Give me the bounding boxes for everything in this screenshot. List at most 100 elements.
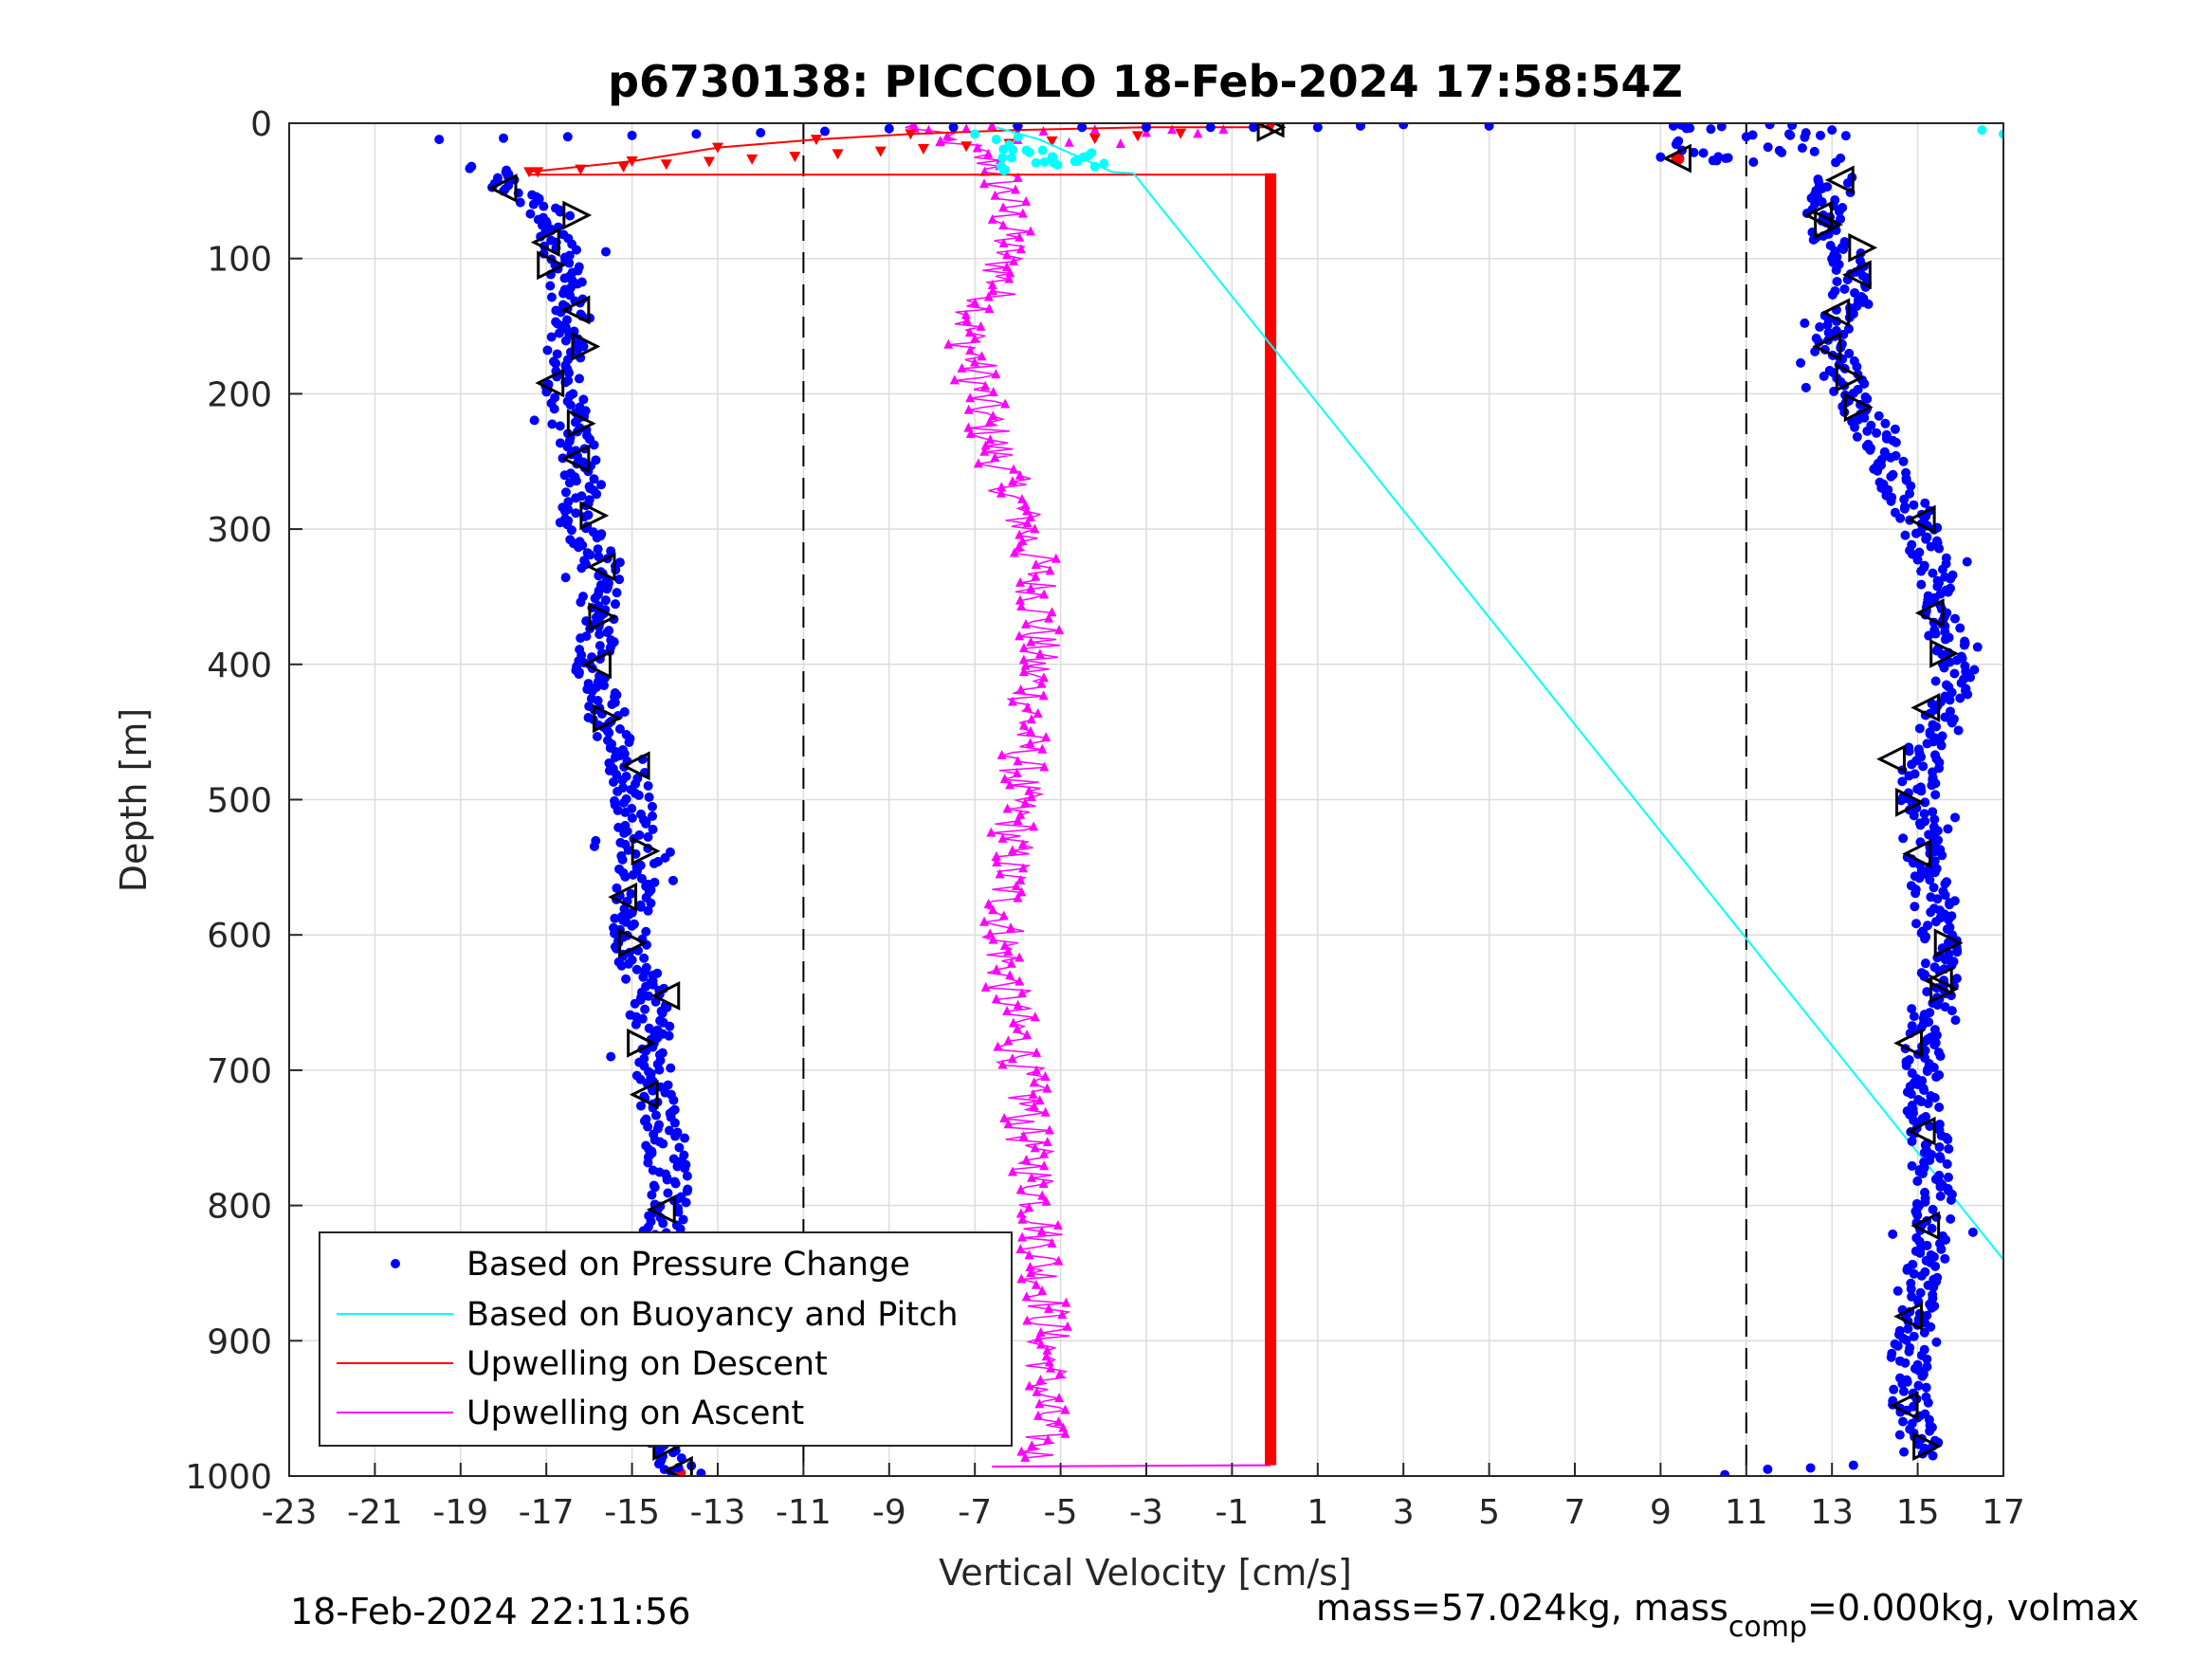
ascent-point	[1036, 678, 1047, 688]
ascent-point	[1002, 1005, 1013, 1015]
ascent-point	[1032, 1386, 1042, 1396]
pressure-point	[1945, 900, 1955, 910]
ascent-point	[1003, 1119, 1014, 1129]
ascent-point	[1038, 125, 1049, 136]
pressure-point	[562, 442, 573, 452]
ascent-point	[1038, 690, 1049, 701]
pressure-point	[1862, 426, 1873, 436]
ascent-point	[991, 994, 1001, 1004]
buoyancy-point	[1048, 152, 1058, 162]
pressure-point	[606, 546, 616, 556]
pressure-marker	[627, 1028, 656, 1058]
legend-box	[319, 1231, 1013, 1447]
ascent-point	[1041, 732, 1051, 742]
ascent-point	[1000, 398, 1011, 409]
pressure-point	[1906, 1089, 1916, 1100]
pressure-point	[1816, 130, 1826, 140]
ascent-point	[963, 404, 974, 414]
pressure-point	[1931, 1072, 1942, 1083]
ascent-point	[987, 213, 997, 224]
pressure-point	[1930, 1261, 1941, 1271]
pressure-point	[1932, 894, 1943, 904]
pressure-point	[1916, 579, 1927, 590]
pressure-point	[646, 898, 656, 908]
pressure-point	[612, 883, 622, 893]
pressure-point	[623, 845, 633, 855]
pressure-point	[612, 769, 622, 779]
pressure-point	[552, 349, 562, 359]
ascent-point	[1013, 999, 1023, 1010]
y-tick-label: 500	[207, 782, 272, 821]
pressure-point	[465, 163, 475, 173]
pressure-point	[1897, 776, 1908, 787]
x-axis-ticks: -23 -21 -19 -17 -15 -13 -11 -9 -7 -5 -3 -1 1 3 5 7 9 11 13…	[262, 1463, 2025, 1532]
pressure-point	[1904, 746, 1914, 757]
ascent-point	[923, 124, 934, 135]
pressure-point	[1935, 1153, 1946, 1163]
pressure-point	[884, 123, 894, 134]
pressure-point	[565, 400, 576, 410]
ascent-point	[1029, 1077, 1039, 1087]
pressure-point	[1944, 915, 1954, 925]
pressure-point	[1928, 807, 1938, 817]
ascent-point	[1054, 1368, 1065, 1378]
pressure-point	[1872, 428, 1882, 438]
descent-point	[1046, 136, 1058, 147]
pressure-point	[599, 681, 610, 691]
pressure-point	[594, 552, 604, 562]
pressure-point	[1914, 873, 1925, 884]
pressure-point	[1912, 555, 1923, 565]
pressure-point	[1903, 1323, 1913, 1334]
pressure-point	[662, 1175, 672, 1185]
ascent-point	[964, 327, 975, 337]
ascent-point	[983, 291, 994, 301]
descent-point	[874, 146, 887, 157]
pressure-point	[1763, 1464, 1773, 1474]
pressure-point	[1919, 972, 1929, 982]
buoyancy-point	[998, 144, 1009, 155]
ascent-point	[976, 320, 986, 331]
ascent-point	[1008, 255, 1018, 265]
pressure-point	[1916, 1270, 1927, 1281]
pressure-point	[572, 245, 582, 255]
pressure-point	[649, 858, 659, 868]
pressure-point	[648, 979, 658, 990]
pressure-point	[1859, 378, 1870, 389]
pressure-point	[1848, 388, 1858, 398]
ascent-point	[1013, 815, 1023, 826]
pressure-point	[1839, 283, 1850, 294]
pressure-point	[1800, 132, 1810, 142]
y-tick-label: 200	[207, 375, 272, 414]
pressure-point	[628, 869, 638, 880]
pressure-point	[1819, 371, 1829, 381]
ascent-point	[970, 297, 980, 307]
pressure-point	[1929, 1282, 1939, 1292]
ascent-point	[1060, 1428, 1070, 1438]
pressure-point	[1922, 1066, 1932, 1077]
ascent-point	[993, 1041, 1003, 1051]
pressure-point	[624, 737, 634, 747]
ascent-point	[1044, 1124, 1054, 1135]
pressure-marker	[1803, 200, 1834, 230]
ascent-point	[988, 934, 998, 944]
pressure-point	[647, 1190, 657, 1200]
ascent-point	[1003, 946, 1014, 957]
pressure-point	[1013, 123, 1023, 131]
ascent-point	[980, 380, 991, 391]
pressure-point	[1817, 197, 1827, 208]
pressure-point	[1907, 1136, 1917, 1146]
ascent-point	[1037, 1285, 1048, 1296]
ascent-point	[1030, 523, 1040, 534]
ascent-point	[973, 458, 983, 468]
pressure-point	[1936, 740, 1947, 751]
pressure-point	[1943, 587, 1953, 597]
pressure-point	[691, 129, 702, 139]
pressure-marker	[663, 1455, 693, 1476]
pressure-point	[1852, 361, 1862, 372]
ascent-point	[1115, 138, 1125, 149]
pressure-point	[1484, 123, 1494, 131]
pressure-point	[614, 724, 625, 735]
pressure-point	[602, 628, 612, 638]
ascent-point	[1025, 725, 1035, 736]
pressure-point	[680, 1163, 690, 1174]
